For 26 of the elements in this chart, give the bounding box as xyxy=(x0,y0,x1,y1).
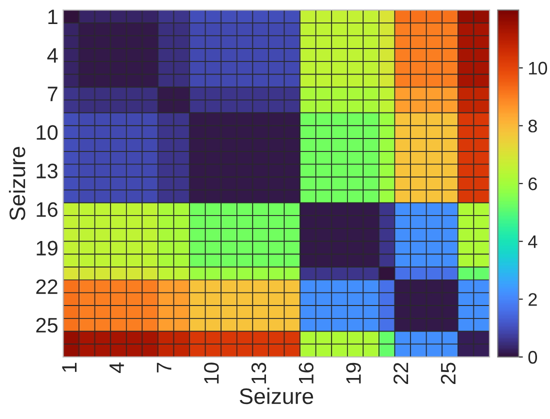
x-tick-label: 25 xyxy=(440,362,456,384)
y-tick-label: 22 xyxy=(36,279,58,294)
x-tick-label: 4 xyxy=(110,362,124,373)
y-tick-label: 16 xyxy=(36,202,58,217)
y-tick-label: 19 xyxy=(36,240,58,256)
x-tick-label: 13 xyxy=(251,362,266,384)
x-tick-label: 10 xyxy=(204,362,219,384)
y-tick-label: 1 xyxy=(48,10,58,24)
x-tick-label: 7 xyxy=(156,362,172,372)
y-tick-label: 13 xyxy=(36,164,58,178)
y-tick-label: 4 xyxy=(47,48,58,63)
color-bar-label: 8 xyxy=(528,120,537,132)
color-bar-label: 4 xyxy=(528,235,538,248)
x-tick-label: 16 xyxy=(298,362,314,384)
color-bar-label: 6 xyxy=(528,177,537,190)
y-tick-label: 7 xyxy=(48,86,58,102)
x-axis-title: Seizure xyxy=(240,388,314,404)
x-tick-label: 19 xyxy=(346,362,361,384)
y-axis-title: Seizure xyxy=(8,146,26,220)
y-tick-label: 10 xyxy=(36,125,58,140)
color-bar-label: 10 xyxy=(529,62,548,75)
x-tick-label: 1 xyxy=(62,362,77,372)
color-bar-label: 0 xyxy=(528,350,538,364)
y-tick-label: 25 xyxy=(36,318,58,333)
x-tick-label: 22 xyxy=(394,362,408,384)
color-bar-label: 2 xyxy=(528,293,537,306)
